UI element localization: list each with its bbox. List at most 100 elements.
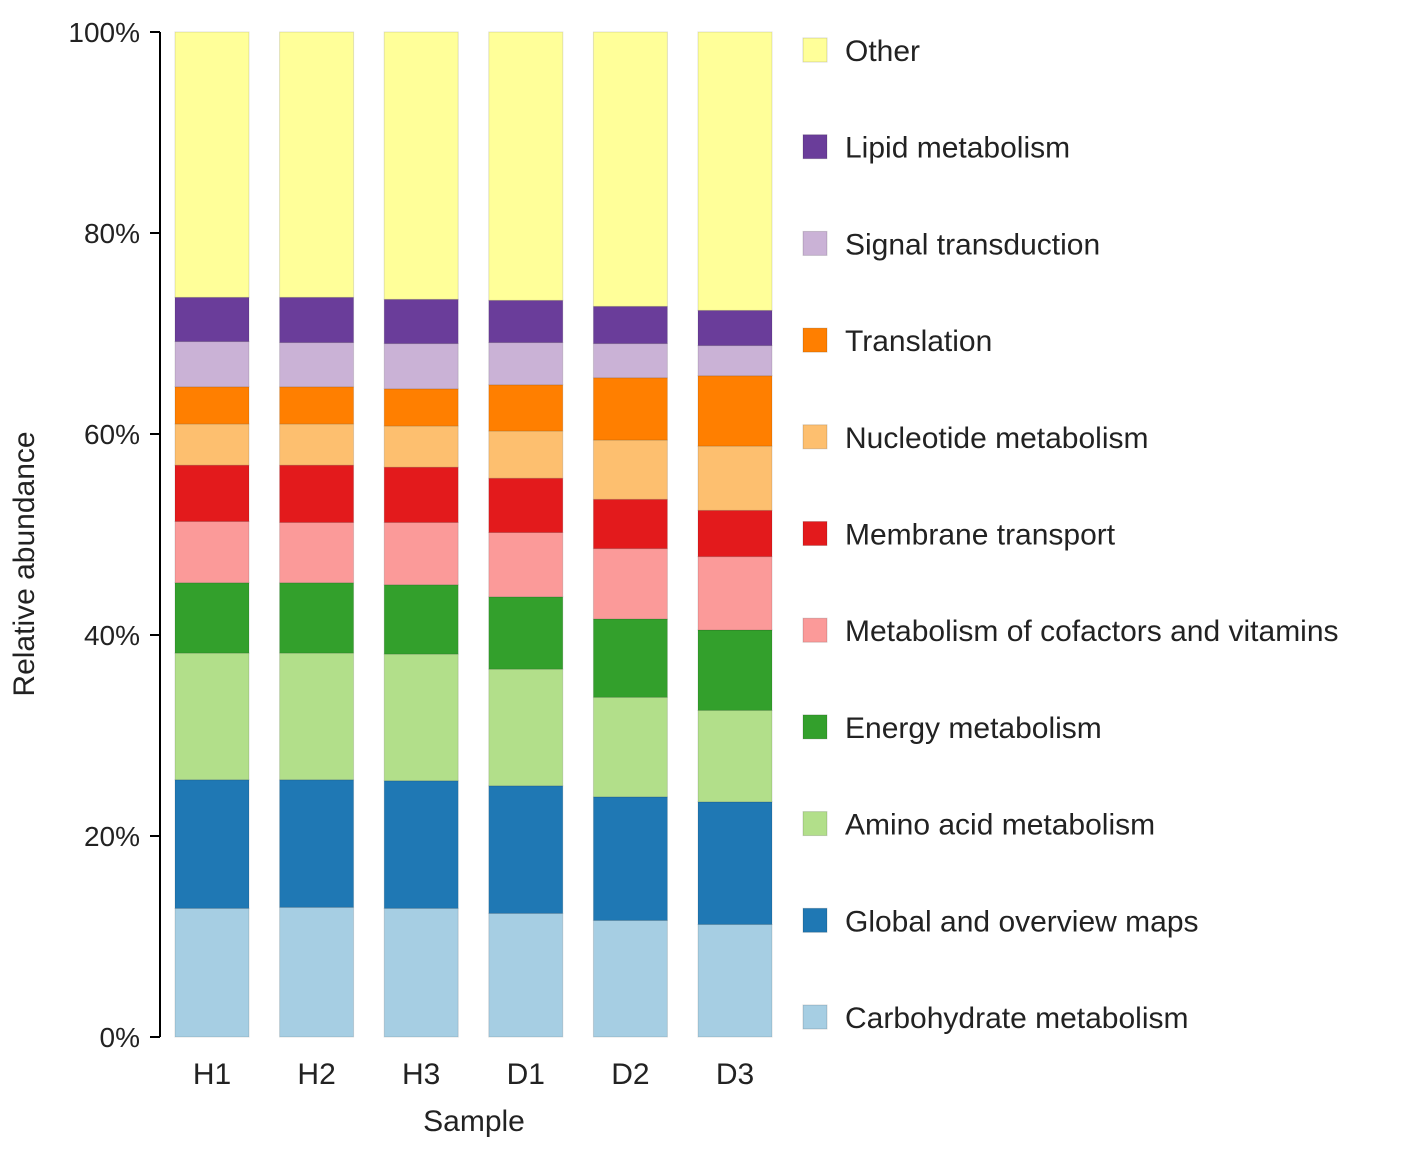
legend-swatch [802,521,828,546]
x-tick-label: H1 [193,1058,231,1091]
y-axis: 0% 20% 40% 60% 80% 100% [68,17,161,1053]
bar-segment [697,445,773,511]
y-tick-label: 80% [84,218,140,249]
bars [174,31,773,1038]
bar-segment [279,906,355,1038]
bar-segment [383,584,459,655]
legend-label: Membrane transport [845,519,1116,552]
legend-swatch [802,134,828,160]
bar-segment [383,31,459,300]
legend-label: Global and overview maps [845,905,1199,938]
bar-segment [697,31,773,311]
legend-item: Other [802,35,920,68]
bar-segment [488,668,564,787]
bar-segment [174,652,250,781]
bar-segment [174,582,250,654]
bar-segment [279,521,355,584]
bar-segment [174,341,250,388]
legend-item: Global and overview maps [802,905,1199,938]
legend-label: Lipid metabolism [845,132,1070,165]
bar-segment [279,386,355,425]
bar-segment [174,520,250,584]
legend-label: Energy metabolism [845,712,1102,745]
bar-segment [592,305,668,345]
legend-label: Other [845,35,920,68]
legend-swatch [802,230,828,256]
bar-segment [697,629,773,711]
bar-segment [697,801,773,925]
legend-item: Metabolism of cofactors and vitamins [802,615,1339,648]
bar-segment [697,375,773,447]
legend-item: Translation [802,325,992,358]
y-tick-label: 100% [68,17,140,48]
bar-segment [592,796,668,921]
bar-segment [279,652,355,781]
bar-segment [383,466,459,523]
bar-segment [592,618,668,698]
bar-segment [279,423,355,466]
legend-label: Carbohydrate metabolism [845,1002,1189,1035]
bar-stack-H2 [279,31,355,1038]
legend-swatch [802,811,828,837]
bar-segment [592,31,668,307]
bar-segment [174,464,250,522]
legend-swatch [802,714,828,740]
x-tick-label: H2 [297,1058,335,1091]
bar-segment [488,912,564,1038]
y-tick-label: 60% [84,419,140,450]
x-tick-label: D2 [611,1058,649,1091]
bar-segment [592,548,668,620]
bar-segment [383,388,459,427]
bar-segment [488,531,564,598]
bar-segment [592,439,668,500]
bar-segment [174,296,250,343]
legend-swatch [802,1004,828,1030]
bar-stack-H1 [174,31,250,1038]
legend-item: Nucleotide metabolism [802,422,1148,455]
bar-segment [697,556,773,631]
bar-segment [383,907,459,1038]
legend-swatch [802,617,828,643]
legend-swatch [802,327,828,353]
bar-segment [488,430,564,479]
bar-segment [697,923,773,1038]
bar-segment [383,425,459,468]
bar-segment [279,464,355,523]
bar-segment [383,298,459,345]
bar-segment [697,309,773,347]
bar-stack-H3 [383,31,459,1038]
bar-segment [488,477,564,533]
y-tick-label: 0% [100,1022,140,1053]
bar-segment [383,343,459,390]
bar-segment [697,345,773,377]
bar-segment [697,709,773,803]
bar-segment [174,907,250,1038]
legend-item: Carbohydrate metabolism [802,1002,1189,1035]
y-axis-label: Relative abundance [8,431,41,696]
legend-label: Metabolism of cofactors and vitamins [845,615,1339,648]
bar-segment [592,696,668,798]
bar-segment [174,779,250,909]
bar-segment [488,384,564,432]
bar-segment [279,342,355,388]
legend-label: Signal transduction [845,228,1100,261]
bar-segment [174,423,250,466]
bar-segment [279,296,355,344]
legend-swatch [802,907,828,933]
bar-segment [383,780,459,909]
bar-stack-D3 [697,31,773,1038]
bar-segment [592,919,668,1038]
bar-segment [592,343,668,379]
bar-segment [279,31,355,298]
bar-stack-D2 [592,31,668,1038]
legend-item: Lipid metabolism [802,132,1070,165]
bar-segment [279,779,355,908]
bar-segment [174,386,250,425]
x-tick-label: D3 [716,1058,754,1091]
bar-segment [592,377,668,441]
legend-item: Membrane transport [802,519,1116,552]
bar-segment [174,31,250,298]
legend: Other Lipid metabolism Signal transduction… [802,35,1339,1035]
bar-segment [488,342,564,386]
